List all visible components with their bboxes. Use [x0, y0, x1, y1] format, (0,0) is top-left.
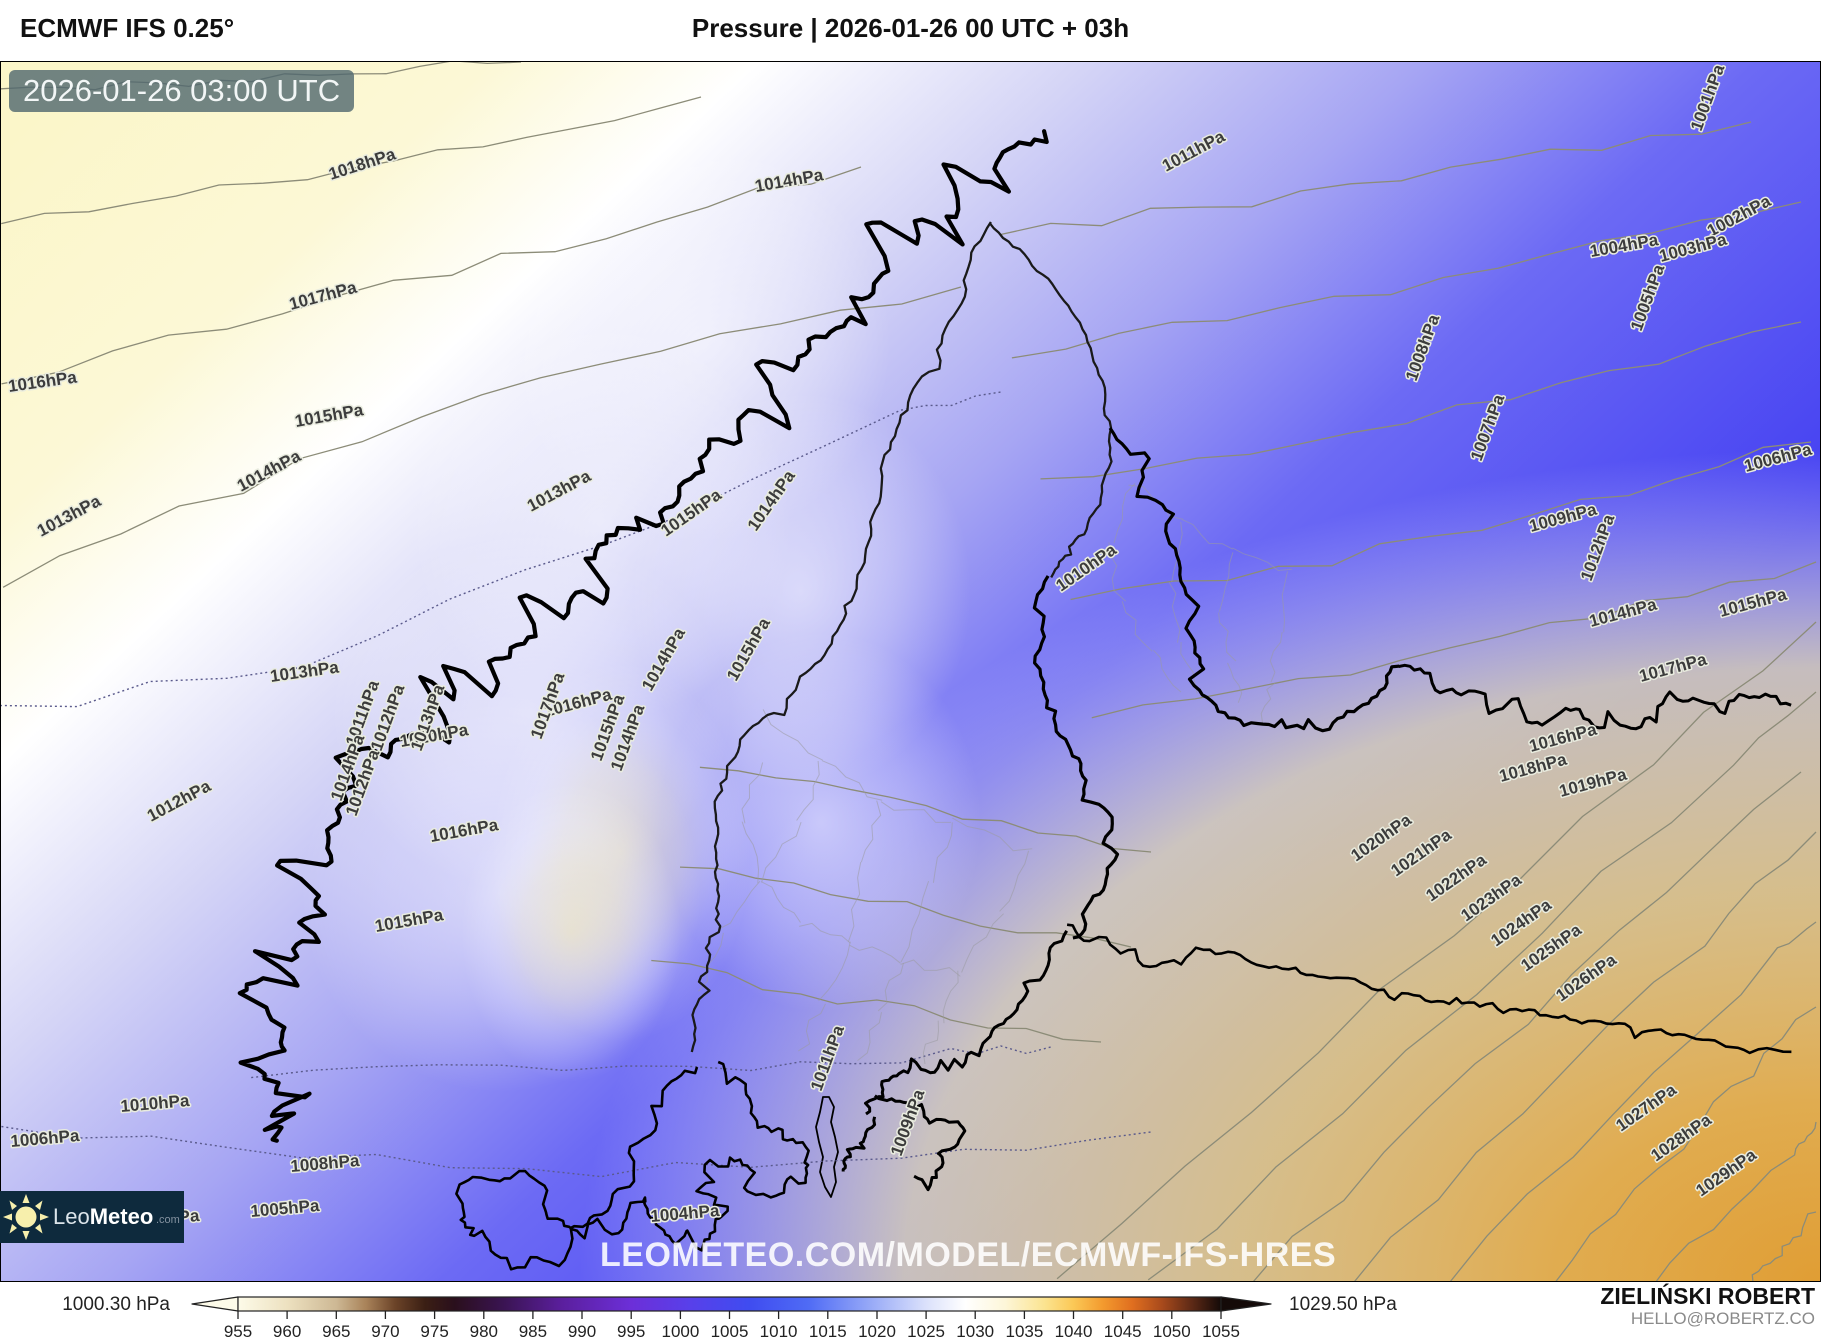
svg-text:1020: 1020 [858, 1322, 896, 1337]
svg-text:980: 980 [470, 1322, 498, 1337]
svg-text:1005: 1005 [711, 1322, 749, 1337]
svg-text:HELLO@ROBERTZ.CO: HELLO@ROBERTZ.CO [1631, 1309, 1815, 1328]
svg-text:1010: 1010 [760, 1322, 798, 1337]
svg-text:1035: 1035 [1005, 1322, 1043, 1337]
svg-text:1030: 1030 [956, 1322, 994, 1337]
svg-text:960: 960 [273, 1322, 301, 1337]
svg-text:1040: 1040 [1055, 1322, 1093, 1337]
svg-text:1015: 1015 [809, 1322, 847, 1337]
svg-text:1029.50 hPa: 1029.50 hPa [1289, 1294, 1397, 1315]
svg-text:955: 955 [224, 1322, 252, 1337]
svg-text:.com: .com [156, 1214, 180, 1226]
svg-text:995: 995 [617, 1322, 645, 1337]
svg-text:970: 970 [371, 1322, 399, 1337]
svg-text:1045: 1045 [1104, 1322, 1142, 1337]
svg-text:985: 985 [519, 1322, 547, 1337]
svg-text:1055: 1055 [1202, 1322, 1240, 1337]
svg-text:965: 965 [322, 1322, 350, 1337]
svg-text:LeoMeteo: LeoMeteo [53, 1204, 153, 1229]
svg-text:1025: 1025 [907, 1322, 945, 1337]
svg-text:ZIELIŃSKI ROBERT: ZIELIŃSKI ROBERT [1600, 1282, 1815, 1309]
svg-text:1000.30 hPa: 1000.30 hPa [62, 1294, 170, 1315]
svg-text:1050: 1050 [1153, 1322, 1191, 1337]
svg-text:1000: 1000 [661, 1322, 699, 1337]
svg-text:990: 990 [568, 1322, 596, 1337]
svg-text:975: 975 [420, 1322, 448, 1337]
